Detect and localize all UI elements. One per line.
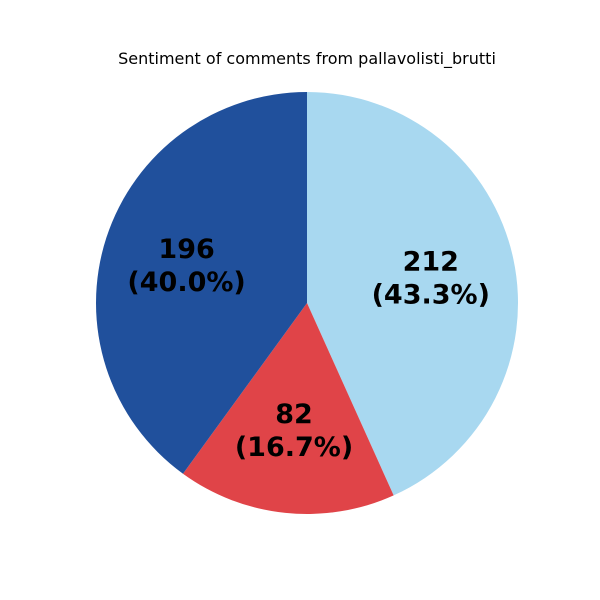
pie-slice-label-2: 196 (40.0%) bbox=[127, 234, 245, 298]
pie-slice-labels: 212 (43.3%) 82 (16.7%) 196 (40.0%) bbox=[127, 234, 490, 463]
pie-slice-1 bbox=[182, 303, 394, 514]
pie-slice-value-0: 212 bbox=[403, 246, 459, 277]
pie-slice-2 bbox=[96, 92, 307, 474]
pie-slice-value-1: 82 bbox=[275, 399, 313, 430]
pie-slice-percent-1: (16.7%) bbox=[235, 432, 353, 463]
chart-title: Sentiment of comments from pallavolisti_… bbox=[118, 49, 496, 69]
pie-slice-label-0: 212 (43.3%) bbox=[372, 246, 490, 310]
pie-slice-0 bbox=[307, 92, 519, 496]
pie-slice-percent-2: (40.0%) bbox=[127, 267, 245, 298]
pie-slice-percent-0: (43.3%) bbox=[372, 279, 490, 310]
pie-slice-value-2: 196 bbox=[158, 234, 214, 265]
pie-slices bbox=[96, 92, 519, 514]
pie-slice-label-1: 82 (16.7%) bbox=[235, 399, 353, 463]
